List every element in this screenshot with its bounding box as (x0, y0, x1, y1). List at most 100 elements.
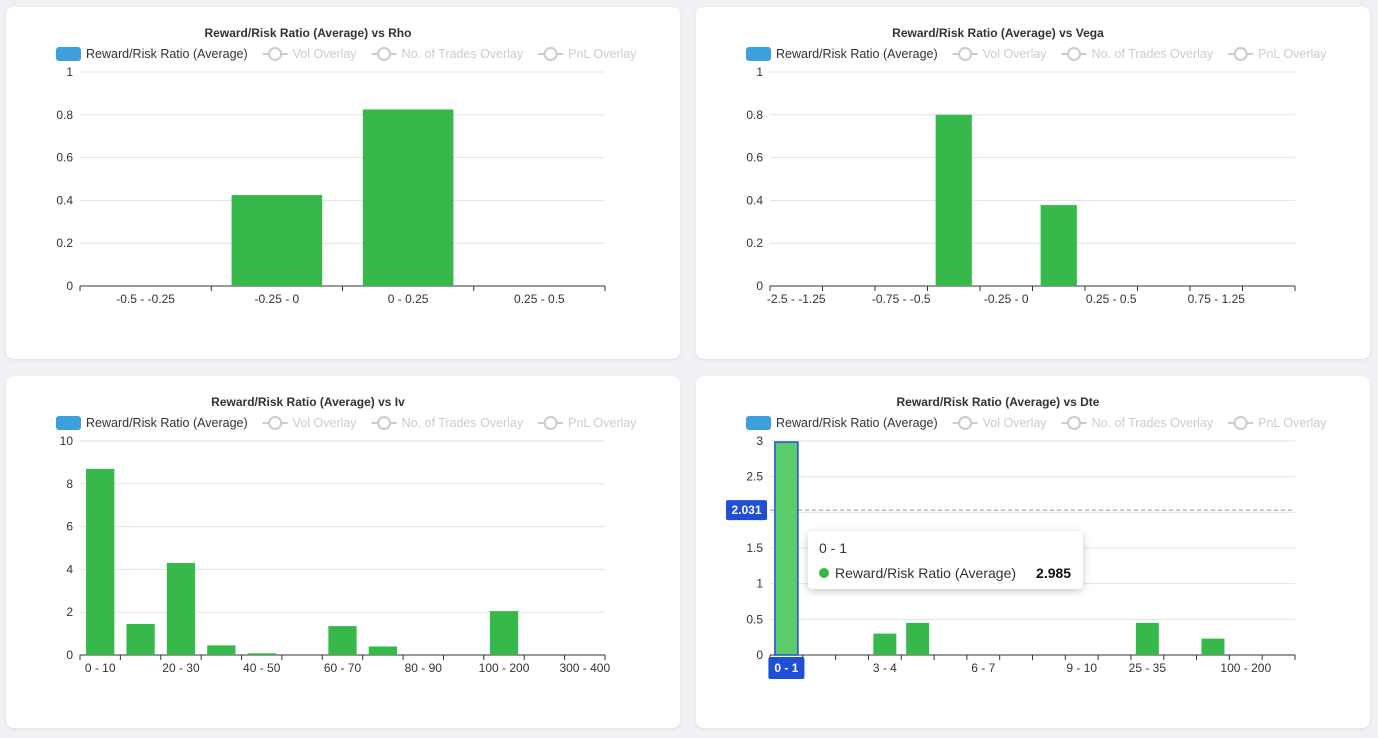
tooltip-value: 2.985 (1036, 565, 1072, 581)
legend-label: Reward/Risk Ratio (Average) (86, 416, 248, 430)
y-tick-label: 1 (66, 65, 73, 79)
iv-chart[interactable]: Reward/Risk Ratio (Average) vs Iv Reward/… (6, 376, 680, 728)
bar-20 - 30[interactable] (166, 562, 196, 655)
legend-label: Vol Overlay (293, 416, 358, 430)
chart-title: Reward/Risk Ratio (Average) vs Vega (892, 26, 1104, 40)
y-tick-label: 0.2 (746, 236, 763, 250)
legend-swatch-icon (56, 47, 81, 61)
y-tick-label: 0 (66, 648, 73, 662)
legend-item-3[interactable]: PnL Overlay (1228, 416, 1327, 430)
legend-item-0[interactable]: Reward/Risk Ratio (Average) (56, 416, 248, 430)
y-tick-label: 3 (756, 434, 763, 448)
legend-circle-icon (1233, 416, 1248, 430)
legend-circle-icon (543, 47, 558, 61)
y-tick-label: 0 (756, 648, 763, 662)
crosshair-y-label: 2.031 (726, 500, 767, 521)
x-tick-label: 25 - 35 (1129, 661, 1167, 675)
legend-label: Vol Overlay (983, 416, 1048, 430)
crosshair-y-label-bg (726, 500, 767, 521)
legend-label: No. of Trades Overlay (402, 416, 524, 430)
bar--0.5 - -0.25[interactable] (935, 114, 972, 286)
chart-tooltip: 0 - 1 Reward/Risk Ratio (Average) 2.985 (808, 531, 1084, 589)
x-tick-label: 100 - 200 (1220, 661, 1271, 675)
legend-circle-icon (958, 416, 973, 430)
y-tick-label: 0 (66, 279, 73, 293)
legend-circle-icon (958, 47, 973, 61)
legend-circle-icon (1067, 47, 1082, 61)
x-tick-label: 20 - 30 (162, 661, 200, 675)
legend-circle-icon (377, 416, 392, 430)
x-tick-label: 100 - 200 (479, 661, 530, 675)
legend-circle-icon (543, 416, 558, 430)
legend-label: Reward/Risk Ratio (Average) (776, 47, 938, 61)
legend-label: No. of Trades Overlay (1092, 47, 1214, 61)
y-tick-label: 1 (756, 577, 763, 591)
bar-60 - 70[interactable] (328, 626, 357, 655)
legend-item-1[interactable]: Vol Overlay (952, 47, 1048, 61)
bar-40 - 50[interactable] (247, 653, 276, 655)
legend-item-3[interactable]: PnL Overlay (538, 416, 637, 430)
bar-0 - 0.25[interactable] (362, 109, 454, 286)
legend-label: PnL Overlay (568, 47, 637, 61)
x-tick-label: 0 - 10 (85, 661, 116, 675)
chart-title: Reward/Risk Ratio (Average) vs Dte (897, 395, 1100, 409)
y-tick-label: 8 (66, 477, 73, 491)
legend-circle-icon (1233, 47, 1248, 61)
legend-item-3[interactable]: PnL Overlay (538, 47, 637, 61)
y-tick-label: 0.4 (56, 193, 73, 207)
bar-4 - 5[interactable] (906, 622, 930, 655)
tooltip-series-name: Reward/Risk Ratio (Average) (835, 565, 1017, 581)
rho-chart[interactable]: Reward/Risk Ratio (Average) vs Rho Reward… (6, 7, 680, 359)
bar-0 - 0.25[interactable] (1040, 205, 1077, 286)
chart-card-vega: Reward/Risk Ratio (Average) vs Vega Rewar… (696, 7, 1370, 359)
x-tick-label: 40 - 50 (243, 661, 281, 675)
y-tick-label: 0.5 (746, 612, 763, 626)
legend-circle-icon (268, 416, 283, 430)
legend-item-1[interactable]: Vol Overlay (952, 416, 1048, 430)
crosshair-x-value: 0 - 1 (774, 661, 798, 675)
x-tick-label: -0.75 - -0.5 (872, 292, 931, 306)
legend-item-2[interactable]: No. of Trades Overlay (1061, 416, 1214, 430)
bar-0 - 1[interactable] (774, 441, 799, 656)
x-tick-label: -0.25 - 0 (984, 292, 1029, 306)
bar-25 - 35[interactable] (1135, 622, 1159, 655)
legend-item-2[interactable]: No. of Trades Overlay (371, 416, 524, 430)
legend-label: Vol Overlay (293, 47, 358, 61)
legend-item-0[interactable]: Reward/Risk Ratio (Average) (56, 47, 248, 61)
bar-10 - 20[interactable] (126, 623, 155, 655)
y-tick-label: 2 (66, 605, 73, 619)
bar-70 - 80[interactable] (368, 646, 398, 655)
legend-item-3[interactable]: PnL Overlay (1228, 47, 1327, 61)
legend-item-1[interactable]: Vol Overlay (262, 416, 358, 430)
bar-0 - 10[interactable] (86, 468, 115, 655)
x-tick-label: 0.25 - 0.5 (514, 292, 565, 306)
legend-item-2[interactable]: No. of Trades Overlay (371, 47, 524, 61)
legend-label: PnL Overlay (1258, 416, 1327, 430)
bar-30 - 40[interactable] (207, 645, 236, 655)
vega-chart[interactable]: Reward/Risk Ratio (Average) vs Vega Rewar… (696, 7, 1370, 359)
bar--0.25 - 0[interactable] (231, 195, 323, 286)
chart-card-iv: Reward/Risk Ratio (Average) vs Iv Reward/… (6, 376, 680, 728)
y-tick-label: 6 (66, 520, 73, 534)
legend-item-0[interactable]: Reward/Risk Ratio (Average) (746, 47, 938, 61)
bar-3 - 4[interactable] (873, 633, 897, 655)
legend-circle-icon (268, 47, 283, 61)
bar-100 - 200[interactable] (489, 611, 519, 655)
x-tick-label: 300 - 400 (559, 661, 610, 675)
legend-label: PnL Overlay (568, 416, 637, 430)
y-tick-label: 0.8 (746, 108, 763, 122)
x-tick-label: 9 - 10 (1066, 661, 1097, 675)
x-tick-label: 80 - 90 (405, 661, 443, 675)
legend-swatch-icon (746, 47, 771, 61)
legend-circle-icon (1067, 416, 1082, 430)
series-dot-icon (819, 568, 829, 578)
y-tick-label: 0.8 (56, 108, 73, 122)
y-tick-label: 10 (60, 434, 74, 448)
legend-item-2[interactable]: No. of Trades Overlay (1061, 47, 1214, 61)
legend-item-0[interactable]: Reward/Risk Ratio (Average) (746, 416, 938, 430)
legend-item-1[interactable]: Vol Overlay (262, 47, 358, 61)
x-tick-label: 60 - 70 (324, 661, 362, 675)
legend-label: Vol Overlay (983, 47, 1048, 61)
x-tick-label: 3 - 4 (873, 661, 897, 675)
bar-50 - 100[interactable] (1201, 638, 1225, 655)
